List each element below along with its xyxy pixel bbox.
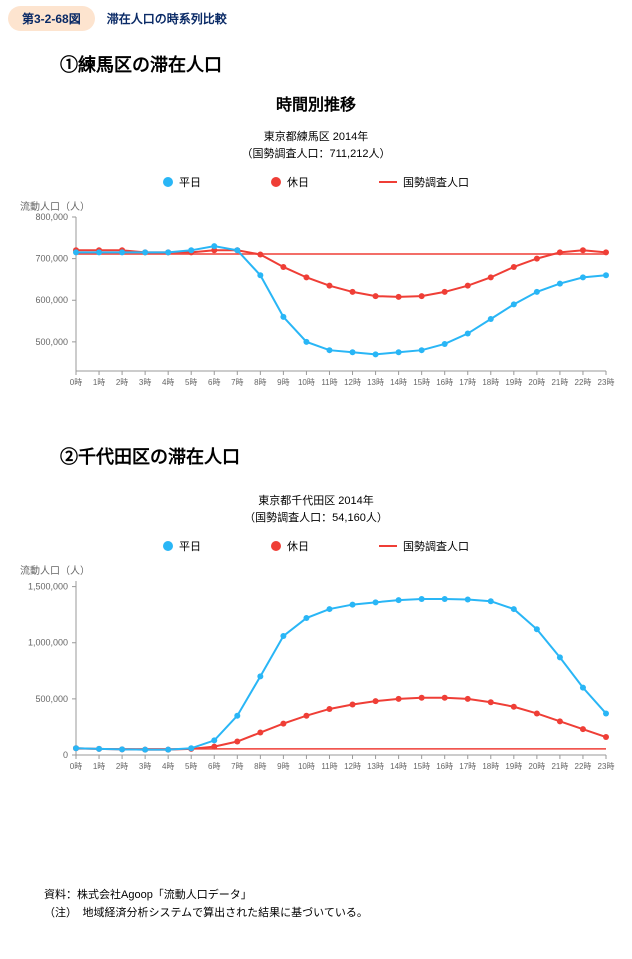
svg-text:18時: 18時 bbox=[482, 762, 499, 771]
svg-text:15時: 15時 bbox=[413, 378, 430, 387]
section2-title: ②千代田区の滞在人口 bbox=[60, 443, 632, 469]
line-icon bbox=[379, 181, 397, 183]
svg-text:9時: 9時 bbox=[277, 378, 289, 387]
footer: 資料：株式会社Agoop「流動人口データ」 （注） 地域経済分析システムで算出さ… bbox=[44, 887, 632, 922]
svg-text:21時: 21時 bbox=[551, 762, 568, 771]
svg-text:500,000: 500,000 bbox=[35, 337, 68, 347]
chart1: 500,000 600,000 700,000 800,000 0時 1時 2時 3時 4時 5時… bbox=[16, 213, 616, 393]
legend-census-label: 国勢調査人口 bbox=[403, 174, 469, 190]
svg-text:8時: 8時 bbox=[254, 378, 266, 387]
svg-text:13時: 13時 bbox=[367, 378, 384, 387]
svg-text:3時: 3時 bbox=[139, 762, 151, 771]
svg-text:10時: 10時 bbox=[298, 378, 315, 387]
svg-text:17時: 17時 bbox=[459, 378, 476, 387]
chart1-subtitle: 東京都練馬区 2014年 （国勢調査人口：711,212人） bbox=[0, 129, 632, 162]
svg-text:9時: 9時 bbox=[277, 762, 289, 771]
svg-text:0時: 0時 bbox=[70, 762, 82, 771]
svg-text:1,000,000: 1,000,000 bbox=[28, 638, 68, 648]
svg-text:6時: 6時 bbox=[208, 378, 220, 387]
svg-text:11時: 11時 bbox=[321, 762, 337, 771]
svg-text:800,000: 800,000 bbox=[35, 213, 68, 222]
svg-text:0: 0 bbox=[63, 750, 68, 760]
dot-icon bbox=[271, 541, 281, 551]
legend-holiday-label-2: 休日 bbox=[287, 538, 309, 554]
legend-census: 国勢調査人口 bbox=[379, 174, 469, 190]
svg-text:4時: 4時 bbox=[162, 762, 174, 771]
svg-text:14時: 14時 bbox=[390, 378, 407, 387]
legend-weekday-label-2: 平日 bbox=[179, 538, 201, 554]
svg-text:4時: 4時 bbox=[162, 378, 174, 387]
legend-weekday-label: 平日 bbox=[179, 174, 201, 190]
svg-text:600,000: 600,000 bbox=[35, 295, 68, 305]
chart-legend-2: 平日 休日 国勢調査人口 bbox=[0, 538, 632, 554]
dot-icon bbox=[271, 177, 281, 187]
svg-text:1時: 1時 bbox=[93, 762, 105, 771]
svg-text:8時: 8時 bbox=[254, 762, 266, 771]
figure-header: 第3-2-68図 滞在人口の時系列比較 bbox=[0, 0, 632, 41]
chart-legend: 平日 休日 国勢調査人口 bbox=[0, 174, 632, 190]
svg-text:2時: 2時 bbox=[116, 762, 128, 771]
chart2-subtitle: 東京都千代田区 2014年 （国勢調査人口：54,160人） bbox=[0, 493, 632, 526]
svg-text:20時: 20時 bbox=[528, 378, 545, 387]
svg-text:700,000: 700,000 bbox=[35, 254, 68, 264]
footer-note: （注） 地域経済分析システムで算出された結果に基づいている。 bbox=[44, 905, 632, 923]
svg-text:12時: 12時 bbox=[344, 762, 361, 771]
legend-weekday: 平日 bbox=[163, 174, 201, 190]
chart2: 0 500,000 1,000,000 1,500,000 0時 1時 2時 3時 4時 5時 6時… bbox=[16, 577, 616, 777]
svg-text:5時: 5時 bbox=[185, 378, 197, 387]
svg-text:19時: 19時 bbox=[505, 762, 522, 771]
footer-source: 資料：株式会社Agoop「流動人口データ」 bbox=[44, 887, 632, 905]
svg-text:0時: 0時 bbox=[70, 378, 82, 387]
dot-icon bbox=[163, 541, 173, 551]
svg-text:1,500,000: 1,500,000 bbox=[28, 582, 68, 592]
chart1-ylabel: 流動人口（人） bbox=[20, 198, 632, 213]
legend-holiday: 休日 bbox=[271, 174, 309, 190]
figure-badge: 第3-2-68図 bbox=[8, 6, 95, 31]
legend-census-2: 国勢調査人口 bbox=[379, 538, 469, 554]
svg-text:23時: 23時 bbox=[598, 378, 615, 387]
section1-title: ①練馬区の滞在人口 bbox=[60, 51, 632, 77]
svg-text:14時: 14時 bbox=[390, 762, 407, 771]
legend-holiday-label: 休日 bbox=[287, 174, 309, 190]
svg-text:2時: 2時 bbox=[116, 378, 128, 387]
svg-text:20時: 20時 bbox=[528, 762, 545, 771]
svg-text:21時: 21時 bbox=[551, 378, 568, 387]
svg-text:23時: 23時 bbox=[598, 762, 615, 771]
svg-text:22時: 22時 bbox=[575, 762, 592, 771]
legend-weekday-2: 平日 bbox=[163, 538, 201, 554]
chart2-ylabel: 流動人口（人） bbox=[20, 562, 632, 577]
chart1-subtitle-line1: 東京都練馬区 2014年 bbox=[264, 131, 369, 143]
chart2-subtitle-line2: （国勢調査人口：54,160人） bbox=[244, 512, 388, 524]
svg-text:11時: 11時 bbox=[321, 378, 337, 387]
chart1-subtitle-line2: （国勢調査人口：711,212人） bbox=[242, 148, 391, 160]
svg-text:7時: 7時 bbox=[231, 762, 243, 771]
dot-icon bbox=[163, 177, 173, 187]
svg-text:16時: 16時 bbox=[436, 378, 453, 387]
svg-text:17時: 17時 bbox=[459, 762, 476, 771]
svg-text:1時: 1時 bbox=[93, 378, 105, 387]
legend-census-label-2: 国勢調査人口 bbox=[403, 538, 469, 554]
svg-text:22時: 22時 bbox=[575, 378, 592, 387]
chart2-subtitle-line1: 東京都千代田区 2014年 bbox=[258, 495, 374, 507]
figure-caption: 滞在人口の時系列比較 bbox=[107, 10, 227, 27]
svg-text:18時: 18時 bbox=[482, 378, 499, 387]
svg-text:16時: 16時 bbox=[436, 762, 453, 771]
svg-text:500,000: 500,000 bbox=[35, 694, 68, 704]
svg-text:13時: 13時 bbox=[367, 762, 384, 771]
svg-text:5時: 5時 bbox=[185, 762, 197, 771]
svg-text:10時: 10時 bbox=[298, 762, 315, 771]
svg-text:19時: 19時 bbox=[505, 378, 522, 387]
svg-text:15時: 15時 bbox=[413, 762, 430, 771]
legend-holiday-2: 休日 bbox=[271, 538, 309, 554]
line-icon bbox=[379, 545, 397, 547]
svg-text:7時: 7時 bbox=[231, 378, 243, 387]
chart-main-title: 時間別推移 bbox=[0, 91, 632, 115]
svg-text:3時: 3時 bbox=[139, 378, 151, 387]
svg-text:6時: 6時 bbox=[208, 762, 220, 771]
svg-text:12時: 12時 bbox=[344, 378, 361, 387]
